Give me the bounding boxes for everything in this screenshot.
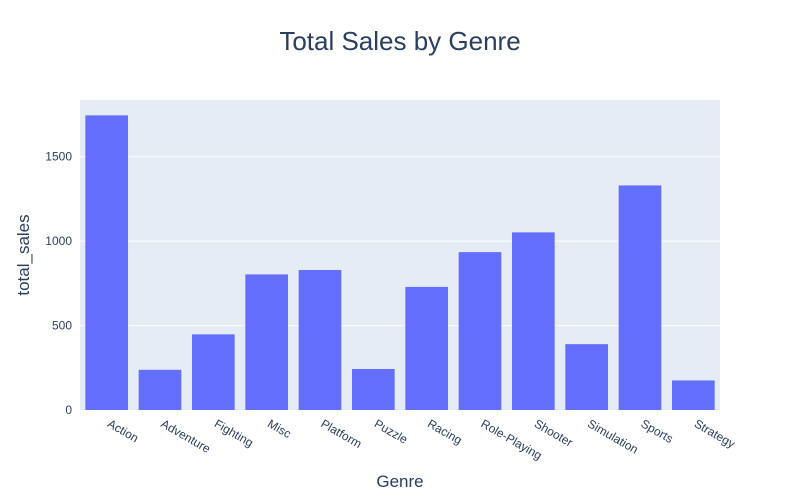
x-tick-label: Puzzle	[372, 416, 410, 446]
bar-action[interactable]	[85, 115, 128, 410]
x-tick-label: Strategy	[692, 416, 738, 450]
plot-area	[80, 100, 720, 410]
chart-title: Total Sales by Genre	[279, 26, 520, 56]
y-tick-label: 1500	[45, 150, 72, 164]
bar-puzzle[interactable]	[352, 368, 395, 410]
x-tick-label: Racing	[425, 416, 464, 447]
y-axis-title: total_sales	[14, 214, 33, 295]
bar-fighting[interactable]	[192, 334, 235, 410]
y-tick-label: 1000	[45, 234, 72, 248]
bar-adventure[interactable]	[138, 369, 182, 410]
bars	[85, 115, 715, 410]
x-tick-label: Misc	[265, 416, 293, 440]
y-axis-ticks: 0 500 1000 1500	[45, 150, 72, 417]
y-tick-label: 500	[52, 319, 72, 333]
x-axis-title: Genre	[376, 472, 423, 491]
bar-role-playing[interactable]	[458, 252, 502, 410]
bar-sports[interactable]	[618, 185, 662, 410]
bar-misc[interactable]	[245, 274, 288, 410]
bar-simulation[interactable]	[565, 344, 608, 410]
bar-strategy[interactable]	[672, 380, 715, 410]
bar-platform[interactable]	[298, 270, 342, 410]
x-tick-label: Shooter	[532, 416, 575, 449]
x-tick-label: Simulation	[585, 416, 641, 456]
x-tick-label: Sports	[639, 416, 676, 445]
x-tick-label: Platform	[319, 416, 365, 450]
gridlines	[80, 156, 720, 327]
y-tick-label: 0	[65, 403, 72, 417]
x-tick-label: Fighting	[212, 416, 256, 449]
bar-racing[interactable]	[405, 286, 448, 410]
bar-shooter[interactable]	[512, 232, 555, 410]
x-tick-label: Action	[105, 416, 141, 445]
x-tick-label: Adventure	[159, 416, 214, 456]
